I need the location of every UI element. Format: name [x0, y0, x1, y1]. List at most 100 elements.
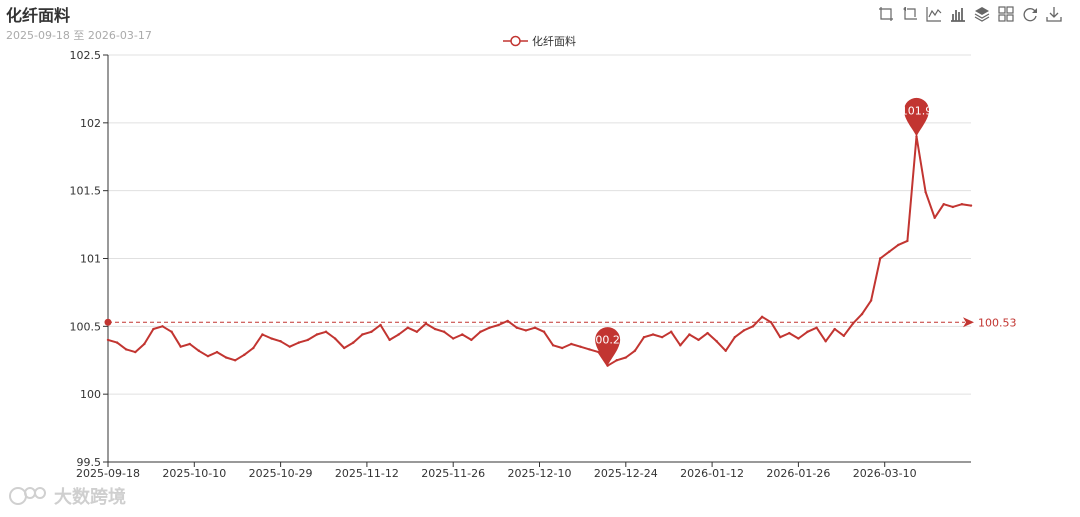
watermark-text: 大数跨境	[54, 487, 126, 508]
data-point	[579, 345, 582, 348]
data-point	[197, 349, 201, 352]
data-point	[806, 330, 809, 333]
data-point	[479, 330, 482, 333]
x-tick-label: 2025-09-18	[76, 467, 140, 480]
data-point	[361, 333, 364, 336]
zoom-icon[interactable]	[878, 6, 894, 22]
data-point	[733, 335, 737, 339]
data-point	[769, 321, 773, 324]
data-point	[606, 364, 609, 367]
data-point	[406, 326, 409, 329]
chart-title: 化纤面料	[6, 6, 71, 25]
data-point	[388, 338, 391, 342]
data-point	[442, 330, 446, 333]
data-point	[960, 203, 964, 206]
data-point	[106, 338, 110, 342]
data-point	[897, 243, 900, 247]
download-icon[interactable]	[1046, 6, 1062, 22]
data-point	[306, 338, 310, 342]
data-point	[651, 333, 655, 336]
data-point	[433, 327, 437, 331]
min-value-label: 100.21	[588, 334, 627, 347]
data-point	[506, 319, 509, 323]
x-tick-label: 2025-12-10	[508, 467, 572, 480]
data-point	[152, 327, 155, 331]
y-tick-label: 102.5	[70, 49, 102, 62]
data-point	[488, 326, 491, 329]
data-point	[779, 335, 782, 339]
data-point	[188, 342, 191, 346]
data-point	[342, 346, 346, 350]
data-point	[261, 333, 264, 336]
data-point	[724, 349, 727, 352]
bar-chart-icon[interactable]	[950, 6, 966, 22]
data-point	[124, 348, 128, 351]
data-point	[951, 205, 955, 209]
restore-icon[interactable]	[1022, 6, 1038, 22]
data-point	[297, 341, 300, 344]
x-tick-label: 2026-03-10	[853, 467, 917, 480]
data-point	[143, 342, 146, 346]
data-point	[833, 327, 836, 331]
data-point	[533, 326, 537, 329]
data-point	[324, 330, 328, 333]
data-point	[797, 337, 800, 340]
data-point	[715, 340, 718, 343]
data-point	[615, 359, 618, 362]
data-point	[760, 315, 764, 319]
data-point	[315, 333, 319, 336]
average-line-start-marker	[104, 318, 112, 326]
data-point	[270, 337, 273, 340]
data-point	[888, 250, 891, 253]
data-point	[588, 348, 591, 351]
legend-line-symbol-icon	[503, 35, 528, 47]
data-point	[397, 333, 400, 336]
data-point	[134, 350, 137, 354]
data-point	[470, 338, 473, 342]
data-point	[788, 331, 791, 335]
data-point	[288, 345, 291, 348]
data-point	[179, 345, 182, 348]
data-point	[243, 353, 246, 357]
min-value-pin	[595, 327, 621, 366]
data-point	[697, 338, 700, 342]
data-point	[415, 330, 419, 333]
x-tick-label: 2025-10-29	[249, 467, 313, 480]
data-point	[206, 354, 210, 358]
data-point	[670, 330, 673, 333]
zoom-reset-icon[interactable]	[902, 6, 918, 22]
data-point	[878, 257, 882, 260]
x-tick-label: 2025-10-10	[162, 467, 226, 480]
data-point	[906, 239, 909, 243]
legend-item[interactable]: 化纤面料	[503, 33, 576, 49]
data-point	[933, 216, 936, 219]
stack-icon[interactable]	[974, 6, 990, 22]
x-tick-label: 2025-11-12	[335, 467, 399, 480]
data-point	[352, 341, 355, 344]
y-tick-label: 101.5	[70, 185, 102, 198]
x-tick-label: 2025-12-24	[594, 467, 658, 480]
data-point	[561, 346, 564, 350]
data-point	[688, 333, 691, 336]
data-point	[851, 322, 855, 325]
data-point	[524, 329, 528, 332]
data-point	[424, 322, 428, 325]
tiled-icon[interactable]	[998, 6, 1014, 22]
series-line	[107, 135, 972, 367]
data-point	[860, 312, 864, 316]
max-value-pin	[903, 97, 929, 137]
data-point	[570, 342, 573, 346]
data-point	[869, 299, 873, 302]
data-point	[633, 349, 637, 352]
data-point	[751, 325, 755, 328]
y-tick-label: 100	[80, 388, 101, 401]
line-chart-icon[interactable]	[926, 6, 942, 22]
data-point	[515, 326, 518, 329]
data-point	[497, 323, 500, 327]
data-point	[161, 325, 164, 328]
y-tick-label: 100.5	[70, 320, 102, 333]
data-point	[252, 346, 255, 350]
data-point	[115, 341, 119, 344]
toolbox	[878, 6, 1062, 22]
